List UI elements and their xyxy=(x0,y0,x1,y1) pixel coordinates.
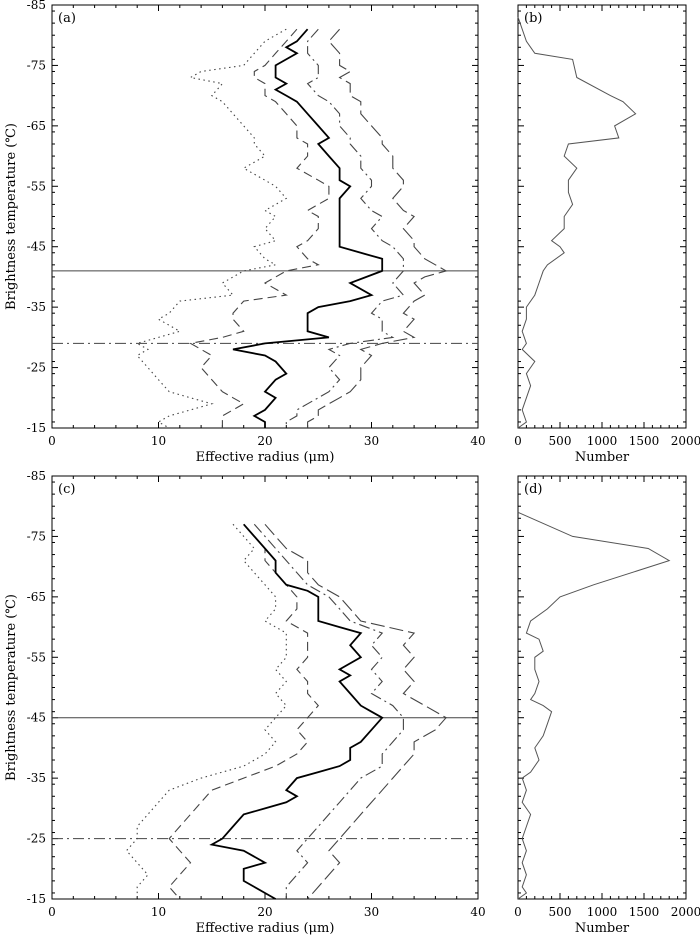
panel-a-ytick-label: -15 xyxy=(27,421,46,435)
panel-d-xlabel: Number xyxy=(575,921,630,936)
panel-b-xtick-label: 0 xyxy=(514,434,522,448)
panel-a-xtick-label: 30 xyxy=(364,434,379,448)
panel-a-series-solid-bold-line xyxy=(233,29,382,428)
panel-c-ytick-label: -75 xyxy=(27,529,46,543)
panel-a-series-dashdot-line xyxy=(286,29,403,428)
panel-d-xtick-label: 1500 xyxy=(629,905,660,919)
panel-b-xtick-label: 1500 xyxy=(629,434,660,448)
panel-c-xtick-label: 20 xyxy=(257,905,272,919)
panel-c-series-longdash-line xyxy=(265,524,446,899)
panel-a-ylabel: Brightness temperature (℃) xyxy=(4,123,19,310)
panel-b-label: (b) xyxy=(524,11,542,26)
panel-d-xtick-label: 2000 xyxy=(671,905,700,919)
panel-c-series-dotted-line xyxy=(127,524,287,899)
panel-c-ytick-label: -25 xyxy=(27,832,46,846)
panel-c-xlabel: Effective radius (μm) xyxy=(196,921,335,936)
panel-a-ytick-label: -85 xyxy=(27,0,46,12)
panel-c-xtick-label: 30 xyxy=(364,905,379,919)
panel-a-ytick-label: -75 xyxy=(27,58,46,72)
panel-c-label: (c) xyxy=(58,482,75,497)
panel-a-xtick-label: 40 xyxy=(470,434,485,448)
panel-d-xtick-label: 500 xyxy=(549,905,572,919)
panel-c-series-solid-bold-line xyxy=(212,524,382,899)
panel-d-xtick-label: 1000 xyxy=(587,905,618,919)
panel-c-xtick-label: 0 xyxy=(48,905,56,919)
panel-d-frame xyxy=(518,476,686,899)
panel-a-ytick-label: -25 xyxy=(27,361,46,375)
panel-b-xtick-label: 500 xyxy=(549,434,572,448)
panel-c-ylabel: Brightness temperature (℃) xyxy=(4,594,19,781)
panel-b-xtick-label: 1000 xyxy=(587,434,618,448)
panel-c-series-dashed-line xyxy=(169,524,318,899)
panel-c-ytick-label: -15 xyxy=(27,892,46,906)
panel-b-frame xyxy=(518,5,686,428)
panel-a-ytick-label: -65 xyxy=(27,119,46,133)
panel-d-xtick-label: 0 xyxy=(514,905,522,919)
panel-a-series-dashed-line xyxy=(191,29,329,428)
panel-d-series-solid-line xyxy=(518,512,669,899)
panel-a-ytick-label: -45 xyxy=(27,240,46,254)
panel-a-xtick-label: 10 xyxy=(151,434,166,448)
panel-c-ytick-label: -85 xyxy=(27,469,46,483)
panel-d-label: (d) xyxy=(524,482,542,497)
panel-c-frame xyxy=(52,476,478,899)
panel-b-series-solid-line xyxy=(518,17,636,428)
panel-a-ytick-label: -35 xyxy=(27,300,46,314)
panel-a-xtick-label: 20 xyxy=(257,434,272,448)
panel-a-label: (a) xyxy=(58,11,76,26)
panel-a-series-longdash-line xyxy=(308,29,447,428)
panel-c-series-dashdot-line xyxy=(254,524,403,899)
panel-a-ytick-label: -55 xyxy=(27,179,46,193)
panel-c-ytick-label: -65 xyxy=(27,590,46,604)
panel-b-xtick-label: 2000 xyxy=(671,434,700,448)
panel-c-xtick-label: 40 xyxy=(470,905,485,919)
panel-b-xlabel: Number xyxy=(575,450,630,465)
panel-c-xtick-label: 10 xyxy=(151,905,166,919)
panel-a-xlabel: Effective radius (μm) xyxy=(196,450,335,465)
panel-a-xtick-label: 0 xyxy=(48,434,56,448)
panel-c-ytick-label: -45 xyxy=(27,711,46,725)
panel-c-ytick-label: -55 xyxy=(27,650,46,664)
panel-c-ytick-label: -35 xyxy=(27,771,46,785)
panel-a-series-dotted-line xyxy=(137,29,286,428)
